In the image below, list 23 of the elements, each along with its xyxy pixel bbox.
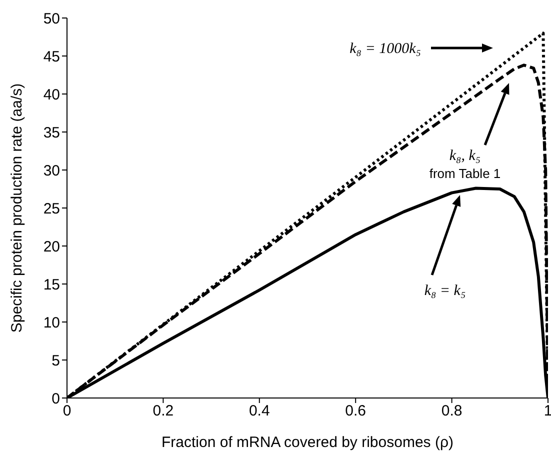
annotation: from Table 1 (429, 166, 501, 181)
y-tick-label: 45 (43, 48, 60, 66)
x-tick-label: 0 (62, 402, 72, 420)
x-tick-label: 0.4 (248, 402, 270, 420)
y-axis-title: Specific protein production rate (aa/s) (8, 83, 26, 333)
annotation: k₈ = 1000k₅ (350, 41, 421, 57)
y-tick-label: 10 (43, 314, 60, 332)
annotation: k₈, k₅ (449, 148, 481, 164)
y-tick-label: 15 (43, 276, 60, 294)
y-tick-label: 30 (43, 162, 60, 180)
annotation: k₈ = k₅ (424, 283, 466, 299)
y-tick-label: 20 (43, 238, 60, 256)
y-tick-label: 35 (43, 124, 60, 142)
y-tick-label: 40 (43, 86, 60, 104)
y-tick-label: 25 (43, 200, 60, 218)
x-tick-label: 0.6 (345, 402, 366, 420)
y-tick-label: 50 (43, 10, 60, 28)
x-tick-label: 1 (544, 402, 551, 420)
y-tick-label: 0 (52, 390, 60, 408)
x-tick-label: 0.2 (152, 402, 174, 420)
y-tick-label: 5 (52, 352, 60, 370)
x-tick-label: 0.8 (441, 402, 462, 420)
x-axis-title: Fraction of mRNA covered by ribosomes (ρ) (162, 434, 454, 451)
